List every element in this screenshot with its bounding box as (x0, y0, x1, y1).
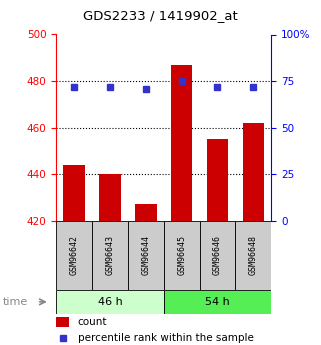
Bar (135, 205, 157, 221)
Text: GSM96644: GSM96644 (141, 235, 150, 275)
Bar (128, 221, 164, 290)
Text: 54 h: 54 h (205, 297, 230, 307)
Bar (200, 221, 235, 290)
Text: 46 h: 46 h (98, 297, 122, 307)
Text: percentile rank within the sample: percentile rank within the sample (78, 333, 254, 343)
Text: GDS2233 / 1419902_at: GDS2233 / 1419902_at (83, 9, 238, 22)
Bar (99, 174, 121, 221)
Bar (164, 290, 271, 314)
Text: GSM96646: GSM96646 (213, 235, 222, 275)
Text: GSM96645: GSM96645 (177, 235, 186, 275)
Bar (92, 221, 128, 290)
Text: GSM96642: GSM96642 (70, 235, 79, 275)
Bar (164, 221, 200, 290)
Text: time: time (3, 297, 29, 307)
Bar (63, 165, 85, 221)
Bar (243, 123, 264, 221)
Bar (56, 317, 69, 327)
Bar (56, 221, 92, 290)
Text: GSM96648: GSM96648 (249, 235, 258, 275)
Bar (56, 290, 164, 314)
Bar (207, 139, 228, 221)
Text: count: count (78, 317, 107, 327)
Bar (171, 65, 192, 221)
Bar (235, 221, 271, 290)
Text: GSM96643: GSM96643 (105, 235, 115, 275)
